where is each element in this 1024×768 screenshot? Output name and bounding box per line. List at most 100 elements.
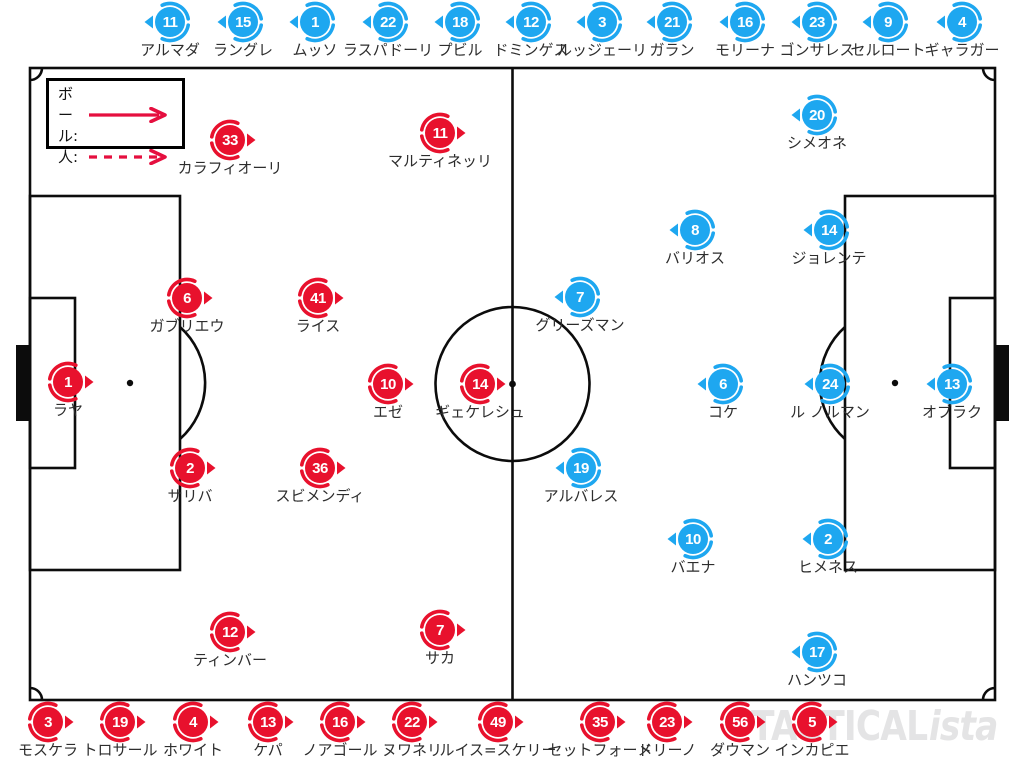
player-number: 22 (380, 13, 396, 31)
player-marker-icon (719, 1, 765, 43)
player-red-12[interactable]: 12 ティンバー (150, 610, 310, 670)
player-blue-8[interactable]: 8 バリオス (615, 208, 775, 268)
player-number: 35 (592, 713, 608, 731)
player-red-4[interactable]: 4 ホワイト (113, 700, 273, 760)
player-blue-21[interactable]: 21 ガラン (592, 0, 752, 60)
player-name: ライス (295, 317, 341, 335)
player-marker-icon (555, 447, 601, 489)
player-red-49[interactable]: 49 ルイス=スケリー (418, 700, 578, 760)
player-marker-icon (320, 701, 366, 743)
player-marker-icon (792, 701, 838, 743)
player-blue-16[interactable]: 16 モリーナ (665, 0, 825, 60)
player-number: 1 (64, 373, 72, 391)
player-marker-icon (48, 361, 94, 403)
player-number: 3 (44, 713, 52, 731)
player-number: 33 (222, 131, 238, 149)
center-circle (434, 305, 591, 463)
player-name: ギェケレシュ (435, 403, 525, 421)
player-marker-icon (697, 363, 743, 405)
player-marker-icon (368, 363, 414, 405)
player-blue-2[interactable]: 2 ヒメネス (748, 517, 908, 577)
player-red-22[interactable]: 22 ヌワネリ (332, 700, 492, 760)
player-red-35[interactable]: 35 セットフォード (520, 700, 680, 760)
player-red-2[interactable]: 2 サリバ (110, 446, 270, 506)
player-marker-icon (646, 1, 692, 43)
player-blue-18[interactable]: 18 プビル (380, 0, 540, 60)
player-marker-icon (420, 609, 466, 651)
player-name: セルロート (850, 41, 926, 59)
player-red-13[interactable]: 13 ケパ (188, 700, 348, 760)
player-red-5[interactable]: 5 インカピエ (732, 700, 892, 760)
player-number: 17 (809, 643, 825, 661)
player-number: 15 (235, 13, 251, 31)
player-red-14[interactable]: 14 ギェケレシュ (400, 362, 560, 422)
player-name: モスケラ (17, 741, 78, 759)
player-marker-icon (392, 701, 438, 743)
player-number: 16 (737, 13, 753, 31)
legend-row-ball: ボール: (58, 83, 173, 146)
player-name: ゴンサレス (779, 41, 855, 59)
player-name: バリオス (664, 249, 725, 267)
player-red-7[interactable]: 7 サカ (360, 608, 520, 668)
player-blue-11[interactable]: 11 アルマダ (90, 0, 250, 60)
player-number: 10 (685, 530, 701, 548)
player-blue-6[interactable]: 6 コケ (643, 362, 803, 422)
player-name: ノアゴール (302, 741, 378, 759)
player-blue-14[interactable]: 14 ジョレンテ (749, 208, 909, 268)
player-number: 14 (472, 375, 488, 393)
player-number: 5 (808, 713, 816, 731)
player-number: 7 (576, 288, 584, 306)
goal-right (995, 345, 1009, 421)
player-number: 19 (573, 459, 589, 477)
player-number: 11 (432, 124, 448, 142)
player-blue-22[interactable]: 22 ラスパドーリ (308, 0, 468, 60)
player-name: コケ (707, 403, 738, 421)
player-blue-1[interactable]: 1 ムッソ (235, 0, 395, 60)
player-red-16[interactable]: 16 ノアゴール (260, 700, 420, 760)
player-marker-icon (210, 611, 256, 653)
player-red-6[interactable]: 6 ガブリエウ (107, 276, 267, 336)
player-name: ラスパドーリ (342, 41, 434, 59)
player-blue-10[interactable]: 10 バエナ (613, 517, 773, 577)
player-red-3[interactable]: 3 モスケラ (0, 700, 128, 760)
player-red-1[interactable]: 1 ラヤ (0, 360, 148, 420)
player-blue-13[interactable]: 13 オブラク (872, 362, 1024, 422)
player-blue-20[interactable]: 20 シメオネ (737, 93, 897, 153)
player-blue-9[interactable]: 9 セルロート (808, 0, 968, 60)
player-blue-3[interactable]: 3 ルッジェーリ (522, 0, 682, 60)
player-red-56[interactable]: 56 ダウマン (660, 700, 820, 760)
player-red-10[interactable]: 10 エゼ (308, 362, 468, 422)
player-marker-icon (936, 1, 982, 43)
player-red-23[interactable]: 23 メリーノ (587, 700, 747, 760)
player-marker-icon (28, 701, 74, 743)
player-number: 2 (186, 459, 194, 477)
player-blue-24[interactable]: 24 ル ノルマン (750, 362, 910, 422)
player-name: ジョレンテ (791, 249, 867, 267)
player-red-33[interactable]: 33 カラフィオーリ (150, 118, 310, 178)
player-red-41[interactable]: 41 ライス (238, 276, 398, 336)
player-name: サカ (424, 649, 455, 667)
player-blue-4[interactable]: 4 ギャラガー (882, 0, 1024, 60)
corner-arc-bottom-right (981, 686, 996, 701)
player-blue-15[interactable]: 15 ラングレ (163, 0, 323, 60)
player-name: ハンツコ (786, 671, 847, 689)
player-blue-17[interactable]: 17 ハンツコ (737, 630, 897, 690)
player-name: ラングレ (212, 41, 273, 59)
player-blue-23[interactable]: 23 ゴンサレス (737, 0, 897, 60)
player-marker-icon (300, 447, 346, 489)
player-blue-12[interactable]: 12 ドミンゲス (451, 0, 611, 60)
corner-arc-top-left (29, 67, 44, 82)
player-blue-7[interactable]: 7 グリーズマン (500, 275, 660, 335)
player-red-11[interactable]: 11 マルティネッリ (360, 111, 520, 171)
player-name: インカピエ (774, 741, 850, 759)
player-red-19[interactable]: 19 トロサール (40, 700, 200, 760)
legend-ball-label: ボール: (58, 85, 79, 145)
player-red-36[interactable]: 36 スビメンディ (240, 446, 400, 506)
player-marker-icon (803, 209, 849, 251)
player-number: 13 (944, 375, 960, 393)
player-number: 1 (311, 13, 319, 31)
player-marker-icon (804, 363, 850, 405)
player-blue-19[interactable]: 19 アルバレス (501, 446, 661, 506)
player-number: 12 (523, 13, 539, 31)
